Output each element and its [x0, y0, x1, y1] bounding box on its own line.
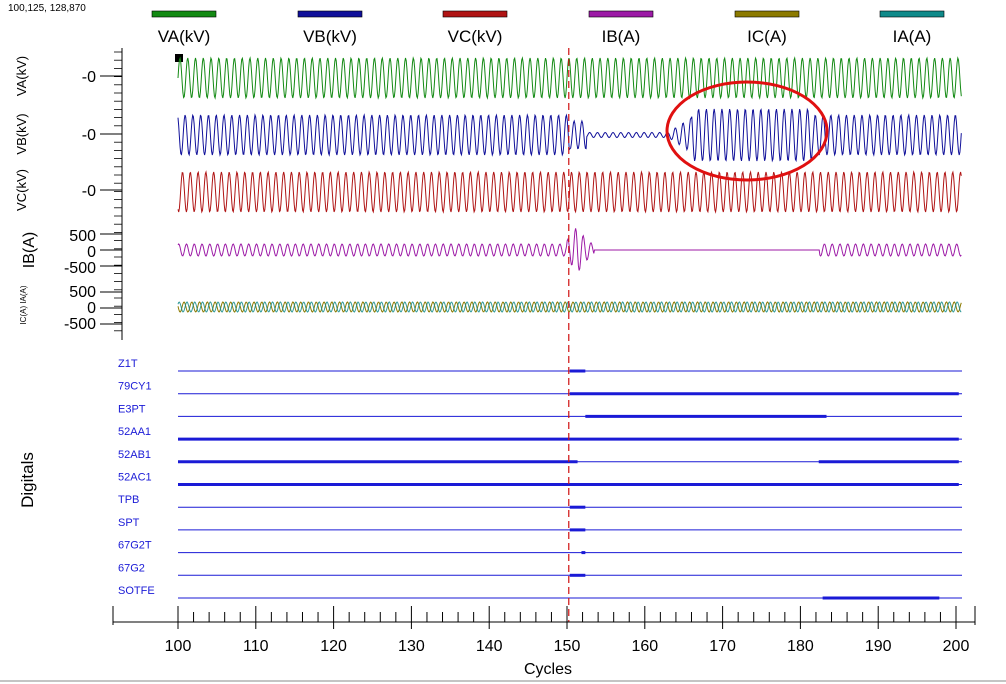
x-tick-120: 120: [320, 638, 347, 655]
legend-swatch-vc: [442, 10, 508, 18]
digital-channel-79cy1: 79CY1: [118, 381, 962, 396]
legend: VA(kV) VB(kV) VC(kV) IB(A) IC(A) IA(A): [151, 10, 945, 46]
trace-vb: [177, 107, 962, 163]
trace-ib: [177, 228, 962, 271]
digital-channel-67g2: 67G2: [118, 562, 962, 577]
legend-swatch-va: [151, 10, 217, 18]
digital-label: 67G2: [118, 562, 145, 574]
tick-vb-0: -0: [82, 127, 96, 144]
tick-va-0: -0: [82, 69, 96, 86]
legend-swatch-ia: [879, 10, 945, 18]
digital-channel-tpb: TPB: [118, 494, 962, 509]
x-tick-160: 160: [631, 638, 658, 655]
trace-va: [177, 56, 962, 100]
digital-label: SPT: [118, 517, 140, 529]
axis-label-vc: VC(kV): [14, 169, 29, 211]
analog-y-axis: VA(kV) VB(kV) VC(kV) IB(A) IC(A) IA(A) -…: [14, 48, 123, 340]
tick-ib-neg500: -500: [64, 260, 96, 277]
digital-label: Z1T: [118, 358, 138, 370]
legend-label-va: VA(kV): [158, 27, 211, 46]
x-tick-110: 110: [243, 638, 269, 655]
digital-label: 52AA1: [118, 426, 151, 438]
legend-label-ia: IA(A): [893, 27, 932, 46]
digital-label: 52AB1: [118, 449, 151, 461]
cursor-marker[interactable]: [175, 54, 183, 62]
digital-channel-67g2t: 67G2T: [118, 540, 962, 555]
digital-channel-z1t: Z1T: [118, 358, 962, 373]
legend-swatch-ib: [588, 10, 654, 18]
tick-vc-0: -0: [82, 183, 96, 200]
legend-swatch-ic: [734, 10, 800, 18]
digital-channel-spt: SPT: [118, 517, 962, 532]
tick-ib-500: 500: [69, 228, 96, 245]
trace-vc: [177, 170, 962, 214]
tick-ic-neg500: -500: [64, 316, 96, 333]
tick-ic-0: 0: [87, 300, 96, 317]
x-tick-150: 150: [554, 638, 581, 655]
legend-label-vc: VC(kV): [448, 27, 503, 46]
digital-channel-e3pt: E3PT: [118, 403, 962, 418]
digital-channel-52aa1: 52AA1: [118, 426, 962, 441]
legend-label-ib: IB(A): [602, 27, 641, 46]
tick-ib-0: 0: [87, 244, 96, 261]
trace-ia: [177, 301, 962, 313]
x-tick-170: 170: [709, 638, 736, 655]
digital-label: 79CY1: [118, 381, 152, 393]
digitals-axis-label: Digitals: [18, 452, 37, 508]
digital-channel-52ac1: 52AC1: [118, 472, 962, 486]
x-tick-100: 100: [165, 638, 192, 655]
digital-label: TPB: [118, 494, 139, 506]
legend-label-vb: VB(kV): [303, 27, 357, 46]
x-axis: 100 110 120 130 140 150 160 170 180 190 …: [112, 606, 976, 678]
axis-label-va: VA(kV): [14, 56, 29, 96]
x-tick-180: 180: [787, 638, 814, 655]
legend-swatch-vb: [297, 10, 363, 18]
axis-label-ic-ia: IC(A) IA(A): [19, 285, 28, 324]
x-tick-200: 200: [943, 638, 970, 655]
axis-label-ib: IB(A): [21, 232, 38, 268]
digital-label: 52AC1: [118, 472, 152, 484]
axis-label-vb: VB(kV): [14, 113, 29, 154]
digital-label: E3PT: [118, 403, 146, 415]
x-tick-140: 140: [476, 638, 503, 655]
tick-ic-500: 500: [69, 284, 96, 301]
highlight-ellipse: [665, 80, 829, 182]
digital-label: SOTFE: [118, 585, 155, 597]
digital-channel-sotfe: SOTFE: [118, 585, 962, 600]
trace-ic: [177, 301, 962, 313]
digital-label: 67G2T: [118, 540, 152, 552]
x-axis-label: Cycles: [524, 661, 572, 678]
x-tick-130: 130: [398, 638, 425, 655]
digital-channel-52ab1: 52AB1: [118, 449, 962, 464]
x-tick-190: 190: [865, 638, 892, 655]
digital-channels: Z1T 79CY1 E3PT 52AA1 52AB1 52AC1 TPB SPT 67G2T 67…: [118, 358, 962, 600]
cursor-readout: 100,125, 128,870: [8, 3, 86, 14]
legend-label-ic: IC(A): [747, 27, 787, 46]
waveform-area: [177, 56, 962, 313]
